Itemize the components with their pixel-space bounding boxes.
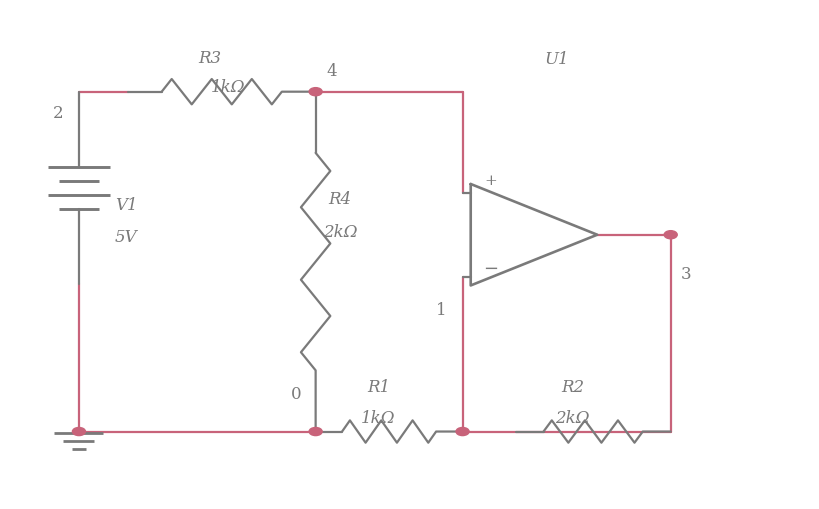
Circle shape xyxy=(664,231,677,239)
Text: 2: 2 xyxy=(52,105,63,122)
Text: 0: 0 xyxy=(291,385,301,402)
Text: 5V: 5V xyxy=(115,229,138,245)
Text: V1: V1 xyxy=(115,196,138,213)
Circle shape xyxy=(309,428,322,436)
Text: R3: R3 xyxy=(198,49,221,67)
Text: U1: U1 xyxy=(544,50,568,68)
Text: 2kΩ: 2kΩ xyxy=(555,409,590,426)
Text: +: + xyxy=(485,174,497,188)
Text: 1kΩ: 1kΩ xyxy=(361,409,396,426)
Text: R2: R2 xyxy=(561,379,584,395)
Circle shape xyxy=(309,89,322,97)
Text: 2kΩ: 2kΩ xyxy=(323,223,357,240)
Text: 3: 3 xyxy=(681,265,691,282)
Text: 1kΩ: 1kΩ xyxy=(211,79,246,96)
Circle shape xyxy=(456,428,469,436)
Text: R4: R4 xyxy=(328,190,351,207)
Circle shape xyxy=(72,428,85,436)
Text: −: − xyxy=(483,260,499,277)
Text: 1: 1 xyxy=(436,302,446,319)
Text: 4: 4 xyxy=(326,63,337,80)
Text: R1: R1 xyxy=(367,379,390,395)
